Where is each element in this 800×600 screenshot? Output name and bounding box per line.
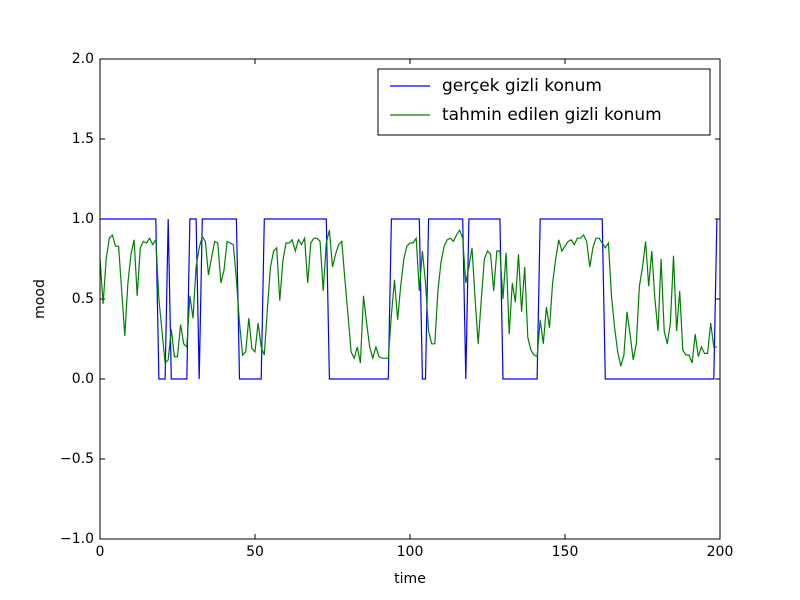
legend-label: tahmin edilen gizli konum — [442, 105, 662, 125]
series-line — [99, 228, 717, 367]
legend-box — [377, 68, 711, 136]
plot-frame — [99, 58, 721, 540]
x-tick-label: 100 — [397, 544, 424, 560]
x-tick-label: 50 — [246, 544, 264, 560]
x-tick-label: 150 — [552, 544, 579, 560]
y-tick-label: 0.0 — [72, 371, 94, 387]
x-tick-label: 0 — [96, 544, 105, 560]
y-tick-label: 1.0 — [72, 211, 94, 227]
x-axis-label: time — [394, 571, 426, 587]
y-tick-label: 2.0 — [72, 51, 94, 67]
y-tick-label: −1.0 — [60, 531, 94, 547]
series-line — [100, 218, 718, 380]
y-tick-label: −0.5 — [60, 451, 94, 467]
y-axis-label: mood — [32, 279, 48, 319]
legend-label: gerçek gizli konum — [442, 76, 602, 96]
x-tick-label: 200 — [707, 544, 734, 560]
y-tick-label: 1.5 — [72, 131, 94, 147]
y-tick-label: 0.5 — [72, 291, 94, 307]
